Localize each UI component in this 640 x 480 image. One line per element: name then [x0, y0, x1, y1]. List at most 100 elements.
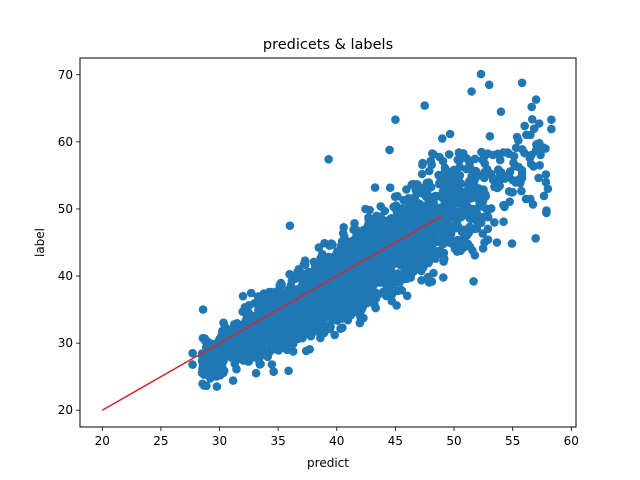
x-tick-label: 20 [95, 434, 110, 448]
scatter-point [425, 182, 434, 192]
scatter-point [256, 359, 265, 369]
scatter-point [526, 130, 535, 140]
scatter-point [365, 236, 375, 245]
scatter-point [379, 225, 388, 234]
scatter-point [386, 271, 396, 281]
scatter-point [420, 101, 430, 110]
y-tick-label: 50 [58, 202, 73, 216]
scatter-point [499, 217, 508, 226]
scatter-point [483, 235, 493, 244]
y-axis-ticks: 20 30 40 50 60 70 [58, 68, 80, 417]
scatter-point [381, 291, 391, 301]
x-tick-label: 40 [329, 434, 344, 448]
scatter-point [273, 293, 283, 302]
x-tick-label: 35 [271, 434, 286, 448]
scatter-point [526, 194, 535, 204]
scatter-point [285, 290, 295, 299]
scatter-point [198, 379, 207, 389]
scatter-point [441, 165, 450, 174]
scatter-point [480, 159, 490, 168]
scatter-point [541, 177, 551, 187]
scatter-point [535, 161, 544, 170]
scatter-point [324, 291, 334, 300]
scatter-point [400, 264, 410, 274]
scatter-point [471, 166, 481, 176]
scatter-point [391, 115, 400, 124]
scatter-point [358, 303, 367, 312]
scatter-point [321, 297, 331, 307]
scatter-point [304, 307, 313, 317]
scatter-point [455, 171, 465, 180]
scatter-point [371, 303, 381, 313]
scatter-point [336, 324, 345, 334]
scatter-point [324, 321, 334, 330]
scatter-point [267, 342, 277, 351]
scatter-point [237, 337, 246, 347]
scatter-point [198, 305, 208, 314]
scatter-point [388, 216, 398, 225]
scatter-point [407, 258, 417, 267]
scatter-point [309, 257, 319, 267]
scatter-point [531, 234, 540, 243]
scatter-point [282, 331, 292, 341]
scatter-point [535, 138, 544, 148]
scatter-point [427, 243, 437, 253]
y-tick-label: 30 [58, 336, 73, 350]
scatter-point [294, 265, 304, 274]
scatter-point [285, 221, 295, 230]
scatter-point [392, 202, 402, 211]
scatter-point [507, 239, 517, 248]
scatter-point [228, 376, 238, 385]
scatter-point [438, 134, 447, 143]
scatter-point [508, 187, 517, 197]
scatter-point [509, 151, 519, 161]
scatter-point [336, 271, 345, 281]
scatter-points [188, 69, 556, 391]
scatter-point [496, 107, 506, 116]
scatter-point [393, 286, 403, 296]
scatter-point [452, 192, 462, 201]
scatter-point [393, 258, 403, 267]
scatter-point [294, 322, 304, 331]
scatter-point [422, 207, 431, 217]
x-tick-label: 55 [505, 434, 520, 448]
scatter-point [251, 347, 261, 357]
scatter-point [509, 158, 518, 168]
scatter-point [335, 313, 344, 323]
scatter-point [396, 221, 406, 231]
scatter-point [370, 183, 380, 192]
scatter-point [296, 333, 305, 342]
scatter-point [541, 144, 550, 153]
scatter-point [485, 132, 495, 141]
scatter-point [354, 247, 364, 256]
x-tick-label: 60 [564, 434, 579, 448]
scatter-point [431, 254, 440, 263]
scatter-point [362, 227, 372, 237]
scatter-point [411, 186, 421, 195]
scatter-point [300, 260, 310, 270]
scatter-point [426, 156, 436, 166]
y-tick-label: 70 [58, 68, 73, 82]
scatter-point [426, 222, 436, 231]
scatter-point [277, 280, 286, 290]
scatter-point [429, 268, 438, 278]
scatter-point [445, 179, 454, 188]
scatter-point [251, 368, 261, 378]
scatter-point [475, 186, 484, 196]
scatter-point [438, 180, 447, 190]
scatter-point [402, 291, 412, 301]
scatter-point [428, 149, 437, 158]
scatter-point [440, 254, 449, 264]
scatter-point [417, 169, 427, 179]
scatter-point [314, 265, 324, 274]
chart-title: predicets & labels [263, 37, 393, 53]
scatter-point [269, 367, 279, 377]
scatter-point [423, 228, 433, 238]
scatter-point [359, 313, 368, 323]
scatter-point [472, 209, 482, 218]
scatter-point [453, 221, 463, 231]
scatter-point [435, 227, 444, 236]
scatter-point [514, 136, 523, 145]
scatter-point [464, 182, 473, 192]
